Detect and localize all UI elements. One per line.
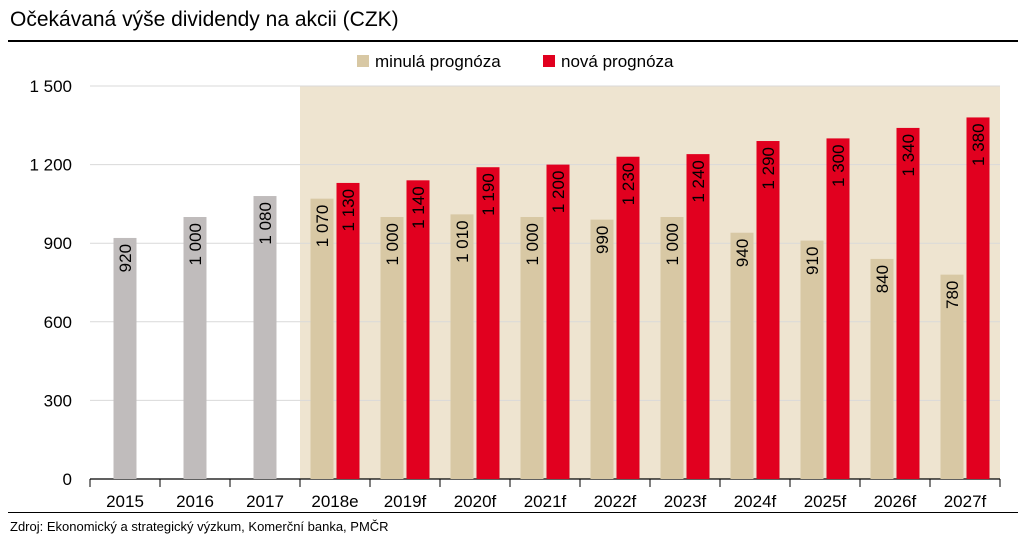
bar-value-label: 1 000	[186, 223, 205, 266]
old-forecast-bar	[870, 258, 894, 479]
bar-value-label: 1 230	[619, 163, 638, 206]
chart: 0 300 600 900 1 200 1 500 2015 920 2016 1 000 2017…	[29, 52, 1001, 511]
bar-value-label: 1 190	[479, 173, 498, 216]
source-note: Zdroj: Ekonomický a strategický výzkum, …	[10, 519, 389, 534]
old-forecast-bar	[940, 274, 964, 479]
bar-value-label: 1 140	[409, 186, 428, 229]
y-tick-label: 300	[44, 391, 72, 410]
new-forecast-bar	[966, 117, 990, 479]
bottom-rule	[8, 512, 1018, 513]
x-tick-label: 2020f	[454, 492, 497, 511]
new-forecast-bar	[476, 167, 500, 479]
x-tick-label: 2025f	[804, 492, 847, 511]
old-forecast-bar	[660, 217, 684, 479]
new-forecast-bar	[686, 154, 710, 479]
new-forecast-bar	[336, 182, 360, 479]
bar-value-label: 1 000	[383, 223, 402, 266]
y-tick-label: 0	[63, 470, 72, 489]
bar-value-label: 1 290	[759, 147, 778, 190]
old-forecast-bar	[310, 198, 334, 479]
historical-bar	[113, 237, 137, 479]
old-forecast-bar	[800, 240, 824, 479]
chart-title: Očekávaná výše dividendy na akcii (CZK)	[10, 8, 399, 31]
old-forecast-bar	[590, 219, 614, 479]
bar-value-label: 1 130	[339, 189, 358, 232]
bar-value-label: 1 000	[523, 223, 542, 266]
x-tick-label: 2024f	[734, 492, 777, 511]
x-tick-label: 2016	[176, 492, 214, 511]
bar-value-label: 1 200	[549, 171, 568, 214]
x-tick-label: 2017	[246, 492, 284, 511]
x-tick-label: 2015	[106, 492, 144, 511]
x-tick-label: 2018e	[311, 492, 358, 511]
bar-value-label: 1 000	[663, 223, 682, 266]
bar-value-label: 1 240	[689, 160, 708, 203]
new-forecast-bar	[896, 127, 920, 480]
x-tick-label: 2019f	[384, 492, 427, 511]
x-tick-label: 2023f	[664, 492, 707, 511]
bar-value-label: 940	[733, 239, 752, 267]
new-forecast-bar	[616, 156, 640, 480]
bar-value-label: 1 300	[829, 144, 848, 187]
y-tick-label: 900	[44, 234, 72, 253]
y-tick-label: 1 200	[29, 156, 72, 175]
bar-value-label: 1 080	[256, 202, 275, 245]
y-tick-label: 1 500	[29, 77, 72, 96]
bar-value-label: 1 070	[313, 205, 332, 248]
historical-bar	[253, 196, 277, 480]
new-forecast-bar	[546, 164, 570, 479]
old-forecast-bar	[450, 214, 474, 479]
new-forecast-bar	[826, 138, 850, 479]
title-rule	[8, 40, 1018, 42]
historical-bar	[183, 217, 207, 479]
forecast-shading	[300, 86, 1000, 479]
legend-swatch-new	[543, 55, 555, 67]
x-tick-label: 2027f	[944, 492, 987, 511]
y-tick-label: 600	[44, 313, 72, 332]
new-forecast-bar	[756, 141, 780, 479]
bar-value-label: 920	[116, 244, 135, 272]
bar-value-label: 990	[593, 226, 612, 254]
new-forecast-bar	[406, 180, 430, 479]
x-tick-label: 2021f	[524, 492, 567, 511]
old-forecast-bar	[520, 217, 544, 479]
old-forecast-bar	[380, 217, 404, 479]
legend-label-new: nová prognóza	[561, 52, 674, 71]
x-tick-label: 2022f	[594, 492, 637, 511]
bar-value-label: 1 380	[969, 123, 988, 166]
legend-label-old: minulá prognóza	[375, 52, 501, 71]
legend-swatch-old	[357, 55, 369, 67]
bar-value-label: 840	[873, 265, 892, 293]
bar-value-label: 1 010	[453, 220, 472, 263]
bar-value-label: 910	[803, 247, 822, 275]
old-forecast-bar	[730, 232, 754, 479]
x-tick-label: 2026f	[874, 492, 917, 511]
bar-value-label: 780	[943, 281, 962, 309]
bar-value-label: 1 340	[899, 134, 918, 177]
